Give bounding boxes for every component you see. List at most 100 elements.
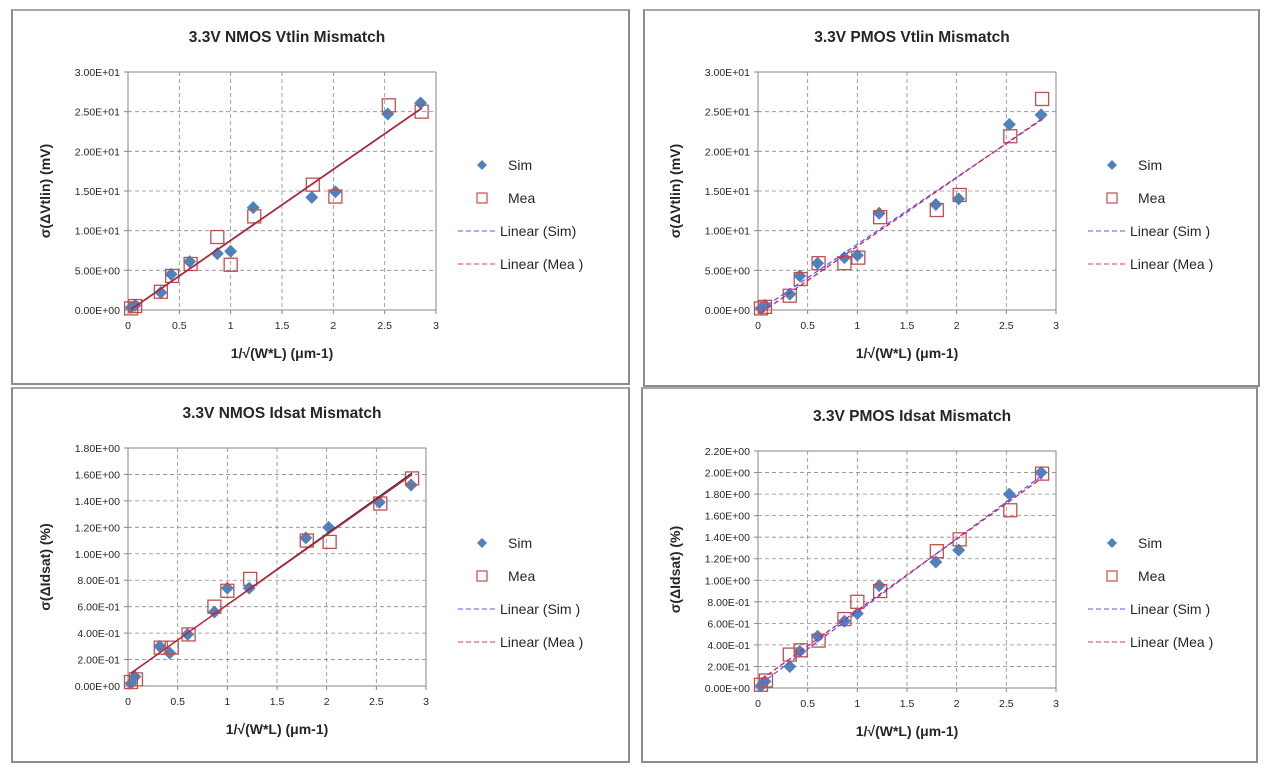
y-tick-label: 5.00E+00	[75, 265, 120, 277]
y-tick-label: 1.40E+00	[75, 496, 120, 508]
legend: Sim Mea Linear (Sim ) Linear (Mea )	[1088, 157, 1213, 272]
y-axis-label: σ(ΔVtlin) (mV)	[667, 144, 683, 238]
mea-point	[758, 673, 774, 688]
sim-point	[1002, 487, 1016, 501]
x-tick-label: 0	[125, 696, 131, 708]
sim-point	[872, 579, 886, 593]
mea-point	[837, 256, 852, 271]
x-tick-label: 1.5	[900, 698, 915, 710]
y-axis-label: σ(ΔIdsat) (%)	[37, 523, 53, 610]
y-tick-label: 6.00E-01	[77, 602, 120, 614]
y-tick-label: 0.00E+00	[75, 305, 120, 317]
chart-panel-pmos-vtlin: 3.3V PMOS Vtlin Mismatch 0.00E+00 5.00E+00…	[643, 9, 1260, 387]
y-tick-label: 1.20E+00	[705, 554, 750, 566]
mea-point	[223, 257, 238, 272]
x-tick-label: 1	[854, 698, 860, 710]
y-tick-label: 0.00E+00	[705, 305, 750, 317]
x-tick-label: 0	[125, 320, 131, 332]
chart-panel-nmos-vtlin: 3.3V NMOS Vtlin Mismatch 0.00E+00 5.00E+00…	[11, 9, 630, 385]
sim-point	[414, 96, 428, 110]
mea-point	[793, 643, 808, 658]
y-tick-label: 5.00E+00	[705, 265, 750, 277]
mea-point	[757, 299, 773, 314]
mea-point	[1003, 503, 1018, 518]
legend: Sim Mea Linear (Sim ) Linear (Mea )	[1088, 535, 1213, 650]
legend-sim-marker	[1107, 160, 1117, 170]
linear-mea-trendline	[760, 118, 1043, 314]
y-tick-label: 1.40E+00	[705, 532, 750, 544]
sim-point	[220, 581, 234, 595]
legend-sim-marker	[1107, 538, 1117, 548]
sim-point	[1034, 466, 1048, 480]
sim-point	[872, 206, 886, 220]
x-axis-label: 1/√(W*L) (μm-1)	[226, 721, 329, 737]
y-tick-label: 2.00E+01	[75, 146, 120, 158]
sim-point	[783, 659, 797, 673]
x-tick-label: 1	[228, 320, 234, 332]
y-tick-label: 4.00E-01	[707, 640, 750, 652]
x-tick-label: 3	[423, 696, 429, 708]
mea-point	[1034, 91, 1050, 107]
x-tick-label: 1.5	[270, 696, 285, 708]
x-tick-label: 2	[330, 320, 336, 332]
sim-point	[210, 247, 224, 261]
sim-point	[1034, 108, 1048, 122]
y-tick-label: 1.50E+01	[75, 186, 120, 198]
y-tick-label: 1.80E+00	[75, 443, 120, 455]
linear-mea-trendline	[130, 474, 413, 674]
x-tick-label: 2	[954, 320, 960, 332]
y-tick-label: 2.00E-01	[77, 655, 120, 667]
x-tick-label: 0.5	[170, 696, 185, 708]
y-tick-label: 3.00E+01	[705, 67, 750, 79]
legend-mea-marker	[476, 192, 488, 204]
x-tick-label: 2	[954, 698, 960, 710]
mea-point	[811, 256, 826, 271]
mea-point	[929, 202, 944, 218]
linear-mea-trendline	[130, 108, 422, 311]
mea-point	[952, 187, 967, 203]
y-tick-label: 8.00E-01	[77, 575, 120, 587]
x-axis-label: 1/√(W*L) (μm-1)	[231, 345, 334, 361]
y-tick-label: 1.00E+01	[75, 226, 120, 238]
chart-svg: 3.3V NMOS Idsat Mismatch 0.00E+00 2.00E-01…	[37, 405, 583, 737]
y-tick-label: 1.60E+00	[75, 469, 120, 481]
y-tick-label: 1.00E+00	[705, 575, 750, 587]
x-axis-label: 1/√(W*L) (μm-1)	[856, 723, 959, 739]
mea-point	[837, 611, 852, 627]
mea-point	[247, 209, 262, 224]
sim-point	[299, 531, 313, 545]
chart-panel-pmos-idsat: 3.3V PMOS Idsat Mismatch 0.00E+00 2.00E-01…	[641, 387, 1258, 763]
linear-sim-trendline	[760, 474, 1043, 685]
sim-point	[783, 287, 797, 301]
x-tick-label: 2.5	[999, 320, 1014, 332]
legend-label-linear-sim: Linear (Sim )	[500, 601, 580, 617]
mea-point	[873, 210, 888, 225]
legend-label-linear-mea: Linear (Mea )	[1130, 634, 1213, 650]
legend-sim-marker	[477, 160, 487, 170]
y-tick-label: 2.50E+01	[75, 107, 120, 119]
legend: Sim Mea Linear (Sim ) Linear (Mea )	[458, 535, 583, 650]
sim-point	[224, 244, 238, 258]
sim-point	[793, 644, 807, 658]
legend-label-linear-sim: Linear (Sim )	[1130, 601, 1210, 617]
y-tick-label: 1.80E+00	[705, 489, 750, 501]
x-tick-label: 1.5	[275, 320, 290, 332]
mea-point	[1034, 466, 1050, 481]
mea-point	[811, 633, 826, 648]
sim-point	[952, 192, 966, 206]
y-tick-label: 2.00E-01	[707, 661, 750, 673]
mea-point	[414, 104, 429, 119]
x-axis-label: 1/√(W*L) (μm-1)	[856, 345, 959, 361]
x-tick-label: 1	[224, 696, 230, 708]
y-axis-label: σ(ΔVtlin) (mV)	[37, 144, 53, 238]
chart-title: 3.3V NMOS Idsat Mismatch	[183, 405, 382, 422]
chart-svg: 3.3V NMOS Vtlin Mismatch 0.00E+00 5.00E+00…	[37, 29, 583, 361]
chart-title: 3.3V NMOS Vtlin Mismatch	[189, 29, 385, 46]
sim-point	[163, 646, 177, 660]
sim-point	[1002, 117, 1016, 131]
y-axis-label: σ(ΔIdsat) (%)	[667, 526, 683, 613]
x-tick-label: 2	[324, 696, 330, 708]
x-tick-label: 3	[1053, 698, 1059, 710]
x-tick-label: 2.5	[377, 320, 392, 332]
legend-label-linear-mea: Linear (Mea )	[1130, 256, 1213, 272]
